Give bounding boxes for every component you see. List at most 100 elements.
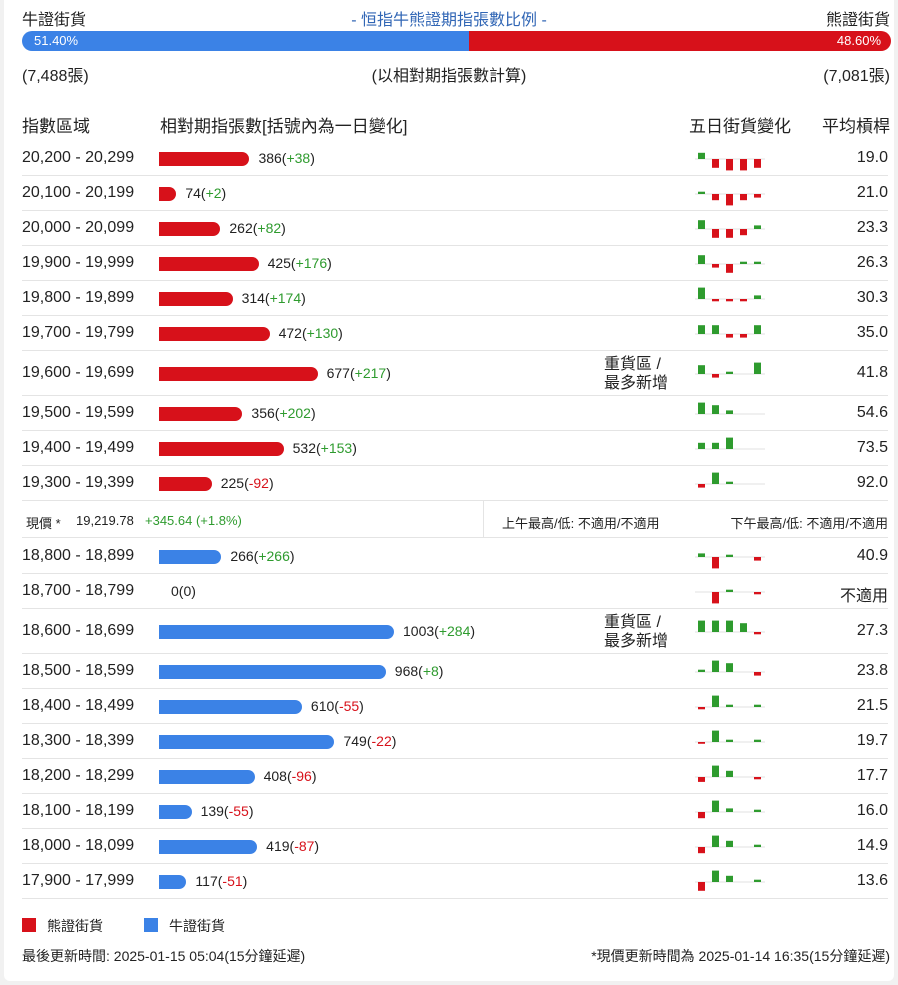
table-row: 19,500 - 19,599 356(+202) 54.6 (22, 396, 888, 431)
column-header-range: 指數區域 (22, 117, 90, 136)
five-day-sparkline (695, 730, 765, 744)
average-leverage: 17.7 (856, 766, 888, 784)
sparkline-bar (726, 662, 733, 672)
five-day-sparkline (695, 219, 765, 238)
sparkline-bar (712, 298, 719, 301)
table-row: 19,800 - 19,899 314(+174) 30.3 (22, 281, 888, 316)
daily-change: +266 (258, 547, 290, 564)
contracts-value: 225(-92) (220, 474, 274, 491)
bear-legend-label: 熊證街貨 (47, 918, 103, 934)
sparkline-bar (712, 404, 719, 414)
index-range: 18,800 - 18,899 (22, 546, 135, 564)
table-row: 18,400 - 18,499 610(-55) 21.5 (22, 689, 888, 724)
bear-count: (7,081張) (823, 68, 890, 85)
index-range: 18,200 - 18,299 (22, 766, 135, 784)
contracts-count: 425 (267, 254, 291, 271)
index-range: 19,800 - 19,899 (22, 288, 135, 306)
bull-bear-ratio-bar: 51.40% 48.60% (22, 31, 891, 51)
average-leverage: 19.7 (856, 731, 888, 749)
bear-contracts-bar (159, 256, 259, 271)
sparkline-bar (712, 765, 719, 777)
ratio-note: (以相對期指張數計算) (371, 68, 527, 85)
contracts-count: 356 (251, 404, 275, 421)
sparkline-bar (712, 193, 719, 200)
sparkline-bar (754, 844, 761, 847)
bull-contracts-bar (159, 804, 192, 819)
current-price-value: 19,219.78 (76, 513, 134, 528)
contracts-value: 677(+217) (326, 364, 391, 381)
five-day-sparkline (695, 472, 765, 488)
sparkline-bar (754, 671, 761, 676)
sparkline-bar (740, 622, 747, 632)
sparkline-bar (698, 219, 705, 229)
sparkline-bar (726, 371, 733, 374)
heavy-zone-line1: 重貨區 / (604, 355, 661, 373)
five-day-sparkline (695, 152, 765, 170)
index-range: 18,400 - 18,499 (22, 696, 135, 714)
average-leverage: 21.5 (856, 696, 888, 714)
daily-change: -55 (228, 802, 249, 819)
column-header-leverage: 平均槓桿 (822, 117, 890, 136)
sparkline-bar (754, 631, 761, 634)
average-leverage: 19.0 (856, 148, 888, 166)
bear-contracts-bar (159, 291, 233, 306)
sparkline-bar (698, 620, 705, 632)
index-range: 19,400 - 19,499 (22, 438, 135, 456)
contracts-value: 139(-55) (200, 802, 254, 819)
sparkline-bar (712, 324, 719, 334)
table-row: 18,800 - 18,899 266(+266) 40.9 (22, 539, 888, 574)
contracts-count: 749 (343, 732, 367, 749)
contracts-value: 419(-87) (266, 837, 320, 854)
average-leverage: 16.0 (856, 801, 888, 819)
index-range: 18,500 - 18,599 (22, 661, 135, 679)
table-row: 17,900 - 17,999 117(-51) 13.6 (22, 864, 888, 899)
sparkline-bar (726, 840, 733, 847)
daily-change: +38 (286, 149, 311, 166)
table-row: 18,300 - 18,399 749(-22) 19.7 (22, 724, 888, 759)
five-day-sparkline (695, 552, 765, 568)
current-price-row: 現價 * 19,219.78 +345.64 (+1.8%) 上午最高/低: 不… (22, 501, 888, 538)
sparkline-bar (754, 704, 761, 707)
daily-change: +176 (295, 254, 328, 271)
table-row: 19,600 - 19,699 677(+217) 重貨區 / 最多新增 41.8 (22, 351, 888, 396)
contracts-value: 262(+82) (229, 219, 286, 236)
sparkline-bar (712, 620, 719, 632)
sparkline-bar (698, 669, 705, 672)
sparkline-bar (698, 254, 705, 264)
daily-change: +8 (422, 662, 439, 679)
five-day-sparkline (695, 620, 765, 634)
table-row: 20,000 - 20,099 262(+82) 23.3 (22, 211, 888, 246)
five-day-sparkline (695, 589, 765, 603)
sparkline-bar (698, 776, 705, 782)
divider (483, 501, 484, 538)
sparkline-bar (726, 739, 733, 742)
sparkline-bar (698, 706, 705, 709)
contracts-count: 386 (258, 149, 282, 166)
sparkline-bar (698, 846, 705, 853)
sparkline-bar (740, 228, 747, 235)
bear-contracts-bar (159, 326, 270, 341)
contracts-count: 610 (310, 697, 335, 714)
sparkline-bar (754, 294, 761, 299)
five-day-sparkline (695, 800, 765, 818)
contracts-value: 532(+153) (292, 439, 357, 456)
average-leverage: 21.0 (856, 183, 888, 201)
sparkline-bar (754, 739, 761, 742)
contracts-value: 610(-55) (310, 697, 364, 714)
average-leverage: 54.6 (856, 403, 888, 421)
column-header-contracts: 相對期指張數[括號內為一日變化] (160, 117, 408, 136)
sparkline-bar (726, 437, 733, 449)
pm-high-low: 下午最高/低: 不適用/不適用 (730, 516, 888, 531)
column-header-five-day: 五日街貨變化 (689, 117, 791, 136)
index-range: 19,700 - 19,799 (22, 323, 135, 341)
contracts-value: 314(+174) (241, 289, 306, 306)
table-row: 20,200 - 20,299 386(+38) 19.0 (22, 141, 888, 176)
contracts-value: 1003(+284) (403, 622, 476, 639)
bear-label: 熊證街貨 (825, 12, 890, 29)
daily-change: -51 (222, 872, 243, 889)
contracts-value: 472(+130) (278, 324, 343, 341)
table-row: 18,500 - 18,599 968(+8) 23.8 (22, 654, 888, 689)
sparkline-bar (754, 224, 761, 229)
bear-legend-swatch (22, 918, 36, 932)
sparkline-bar (712, 442, 719, 449)
